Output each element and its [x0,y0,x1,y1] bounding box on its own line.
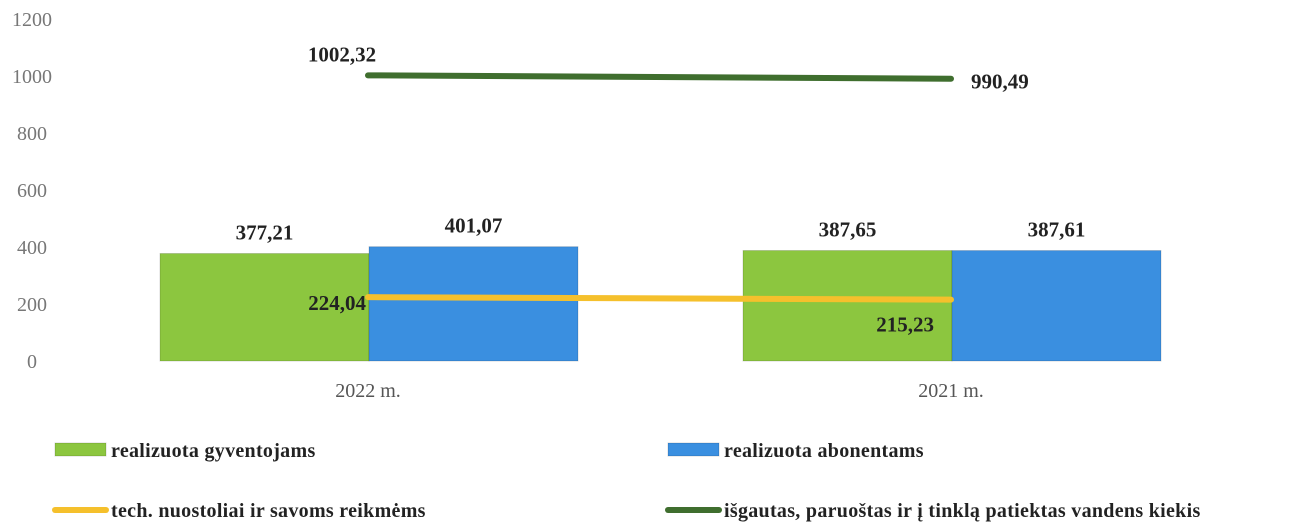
legend-label: išgautas, paruoštas ir į tinklą patiekta… [724,500,1201,522]
y-tick-label: 400 [17,237,47,259]
y-tick-label: 0 [27,351,37,373]
bar [951,250,1162,362]
legend-swatch [667,442,720,457]
legend-label: realizuota abonentams [724,440,924,462]
bars [159,246,1162,362]
bar [159,252,370,362]
data-labels: 377,21 387,65 401,07 387,61 224,04 215,23 1002… [236,42,1086,336]
y-axis: 0 200 400 600 800 1000 1200 [12,9,52,373]
lines [365,72,954,303]
category-label: 2021 m. [918,380,984,402]
y-tick-label: 800 [17,123,47,145]
bar-value-label: 387,61 [1028,218,1086,242]
line-value-label: 1002,32 [308,42,376,66]
bar-value-label: 377,21 [236,220,294,244]
bar [368,246,579,362]
legend-label: tech. nuostoliai ir savoms reikmėms [111,500,426,522]
y-tick-label: 600 [17,180,47,202]
legend-swatch [54,442,107,457]
bar-value-label: 401,07 [445,214,503,238]
series-line [365,72,954,82]
legend: realizuota gyventojams realizuota abonent… [52,440,1201,522]
series-line [365,294,954,303]
line-value-label: 215,23 [876,313,934,337]
y-tick-label: 200 [17,294,47,316]
y-tick-label: 1200 [12,9,52,31]
category-label: 2022 m. [335,380,401,402]
bar [742,250,953,362]
line-value-label: 224,04 [308,291,366,315]
line-value-label: 990,49 [971,70,1029,94]
y-tick-label: 1000 [12,66,52,88]
legend-label: realizuota gyventojams [111,440,316,462]
x-axis: 2022 m. 2021 m. [335,380,984,402]
bar-value-label: 387,65 [819,218,877,242]
